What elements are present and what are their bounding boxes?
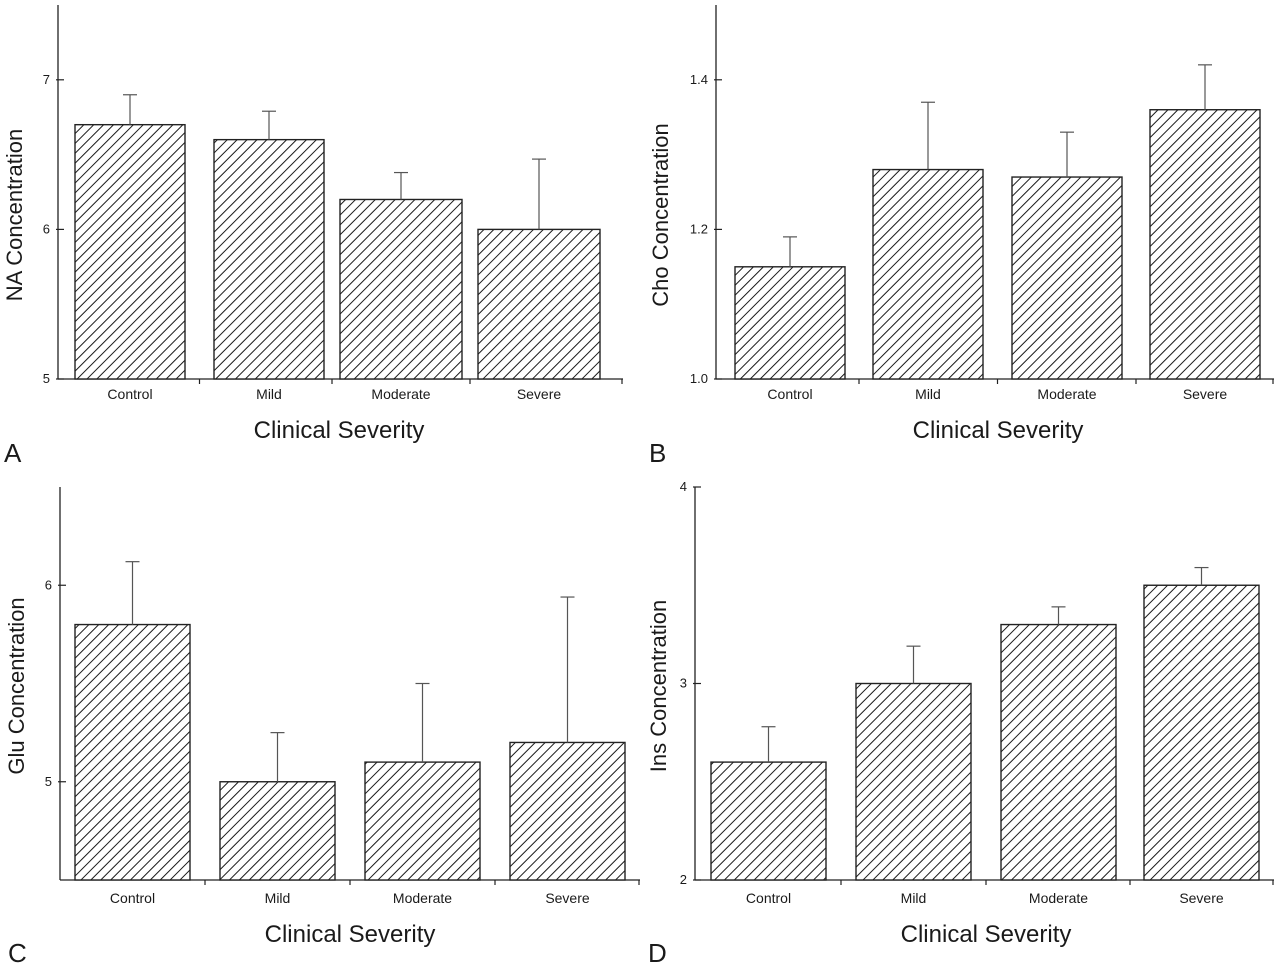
y-tick-label: 3 xyxy=(680,676,687,691)
bar-moderate xyxy=(339,198,463,380)
y-tick-label: 2 xyxy=(680,872,687,887)
panel-letter: A xyxy=(4,438,22,468)
y-axis-title: Glu Concentration xyxy=(4,597,29,774)
x-category-label: Severe xyxy=(517,386,562,402)
y-tick-label: 1.2 xyxy=(690,221,708,236)
x-category-label: Mild xyxy=(901,890,927,906)
bar-mild xyxy=(213,138,325,380)
x-category-label: Severe xyxy=(545,890,590,906)
bar-moderate xyxy=(364,761,481,881)
bar-mild xyxy=(872,168,984,380)
panel-letter: D xyxy=(648,938,667,968)
bar-control xyxy=(74,623,191,881)
y-axis-title: Cho Concentration xyxy=(648,123,673,306)
bar-mild xyxy=(219,781,336,881)
y-tick-label: 6 xyxy=(43,221,50,236)
y-tick-label: 1.4 xyxy=(690,72,708,87)
chart-panel-b: 1.0 1.2 1.4 Control Mild Moderate Severe Clinic… xyxy=(648,5,1274,468)
x-category-label: Mild xyxy=(265,890,291,906)
y-axis-title: NA Concentration xyxy=(2,129,27,301)
chart-panel-a: 5 6 7 Control Mild Moderate Severe Clinical Sev… xyxy=(2,5,623,468)
x-category-label: Control xyxy=(110,890,155,906)
y-axis-title: Ins Concentration xyxy=(646,600,671,772)
bar-mild xyxy=(855,682,972,881)
bar-control xyxy=(710,761,827,881)
x-category-label: Mild xyxy=(915,386,941,402)
y-tick-label: 5 xyxy=(43,371,50,386)
x-category-label: Control xyxy=(746,890,791,906)
x-category-label: Moderate xyxy=(1029,890,1088,906)
x-category-label: Moderate xyxy=(371,386,430,402)
bar-control xyxy=(74,123,186,380)
x-category-label: Mild xyxy=(256,386,282,402)
y-tick-label: 4 xyxy=(680,479,687,494)
y-tick-label: 7 xyxy=(43,72,50,87)
y-tick-label: 1.0 xyxy=(690,371,708,386)
x-axis-title: Clinical Severity xyxy=(265,921,436,948)
bar-severe xyxy=(1149,109,1261,380)
x-category-label: Control xyxy=(767,386,812,402)
x-category-label: Severe xyxy=(1179,890,1224,906)
x-axis-title: Clinical Severity xyxy=(254,417,425,444)
bar-severe xyxy=(509,741,626,881)
bar-control xyxy=(734,266,846,380)
y-tick-label: 6 xyxy=(45,577,52,592)
chart-panel-c: 5 6 Control Mild Moderate Severe Clinical Seve… xyxy=(4,487,640,968)
bar-severe xyxy=(1143,584,1260,881)
x-category-label: Moderate xyxy=(1037,386,1096,402)
bar-severe xyxy=(477,228,601,380)
x-category-label: Moderate xyxy=(393,890,452,906)
bar-moderate xyxy=(1000,623,1117,881)
x-category-label: Severe xyxy=(1183,386,1228,402)
chart-panel-d: 2 3 4 Control Mild Moderate Severe Clinical Sev… xyxy=(646,479,1274,968)
x-category-label: Control xyxy=(107,386,152,402)
panel-letter: B xyxy=(649,438,666,468)
panel-letter: C xyxy=(8,938,27,968)
x-axis-title: Clinical Severity xyxy=(913,417,1084,444)
bar-moderate xyxy=(1011,176,1123,380)
y-tick-label: 5 xyxy=(45,774,52,789)
x-axis-title: Clinical Severity xyxy=(901,921,1072,948)
